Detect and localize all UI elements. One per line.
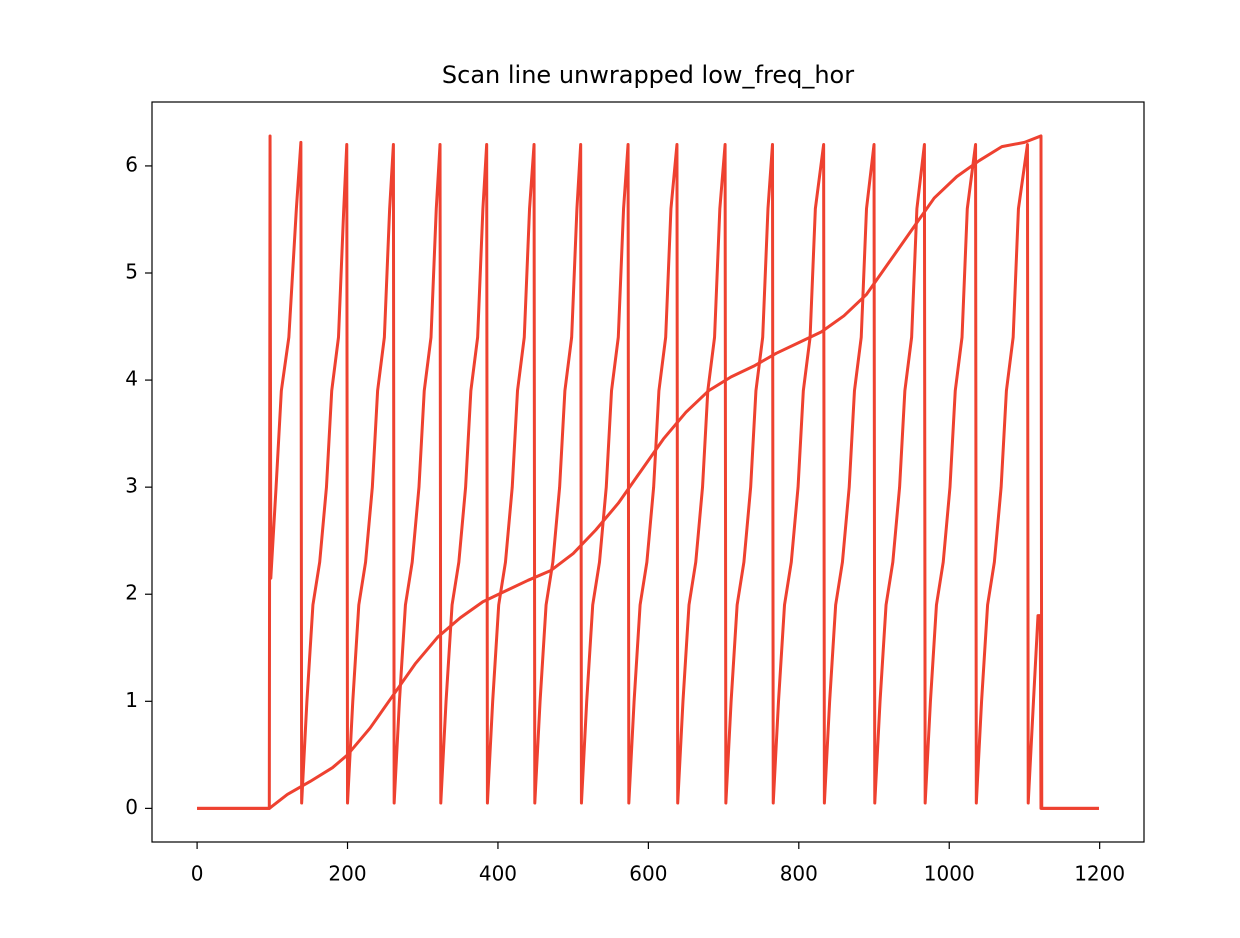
x-tick-label: 1000: [924, 862, 975, 886]
chart-title: Scan line unwrapped low_freq_hor: [442, 61, 854, 89]
y-tick-label: 6: [125, 152, 138, 176]
plot-frame: [151, 101, 1145, 843]
data-line: [197, 134, 1099, 810]
y-tick-label: 4: [125, 367, 138, 391]
y-tick-label: 1: [125, 688, 138, 712]
data-line: [197, 134, 1099, 810]
y-tick-label: 0: [125, 795, 138, 819]
x-tick-label: 0: [191, 862, 204, 886]
y-tick-label: 5: [125, 259, 138, 283]
x-tick-label: 1200: [1074, 862, 1125, 886]
x-tick-label: 800: [780, 862, 818, 886]
y-tick-label: 3: [125, 474, 138, 498]
x-tick-label: 600: [629, 862, 667, 886]
y-tick-label: 2: [125, 581, 138, 605]
x-tick-label: 400: [479, 862, 517, 886]
x-tick-label: 200: [328, 862, 366, 886]
